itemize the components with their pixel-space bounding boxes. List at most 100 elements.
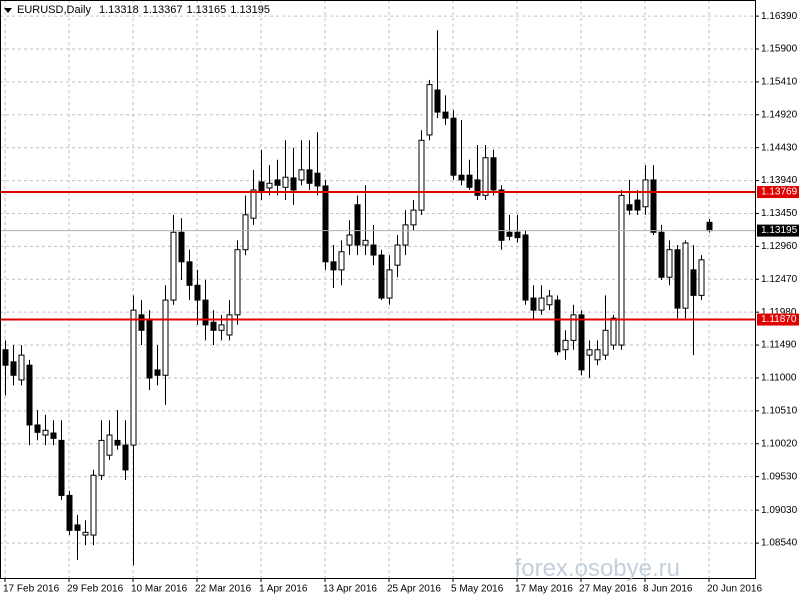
x-tick-label: 13 Apr 2016	[323, 584, 377, 595]
candle-body	[154, 369, 161, 376]
candle-body	[42, 429, 49, 436]
title-part: 1.13195	[230, 4, 270, 16]
candle-body	[626, 204, 633, 211]
y-tick-label: 1.13940	[761, 175, 798, 186]
candle-body	[370, 244, 377, 256]
candle-body	[426, 84, 433, 136]
candle-body	[346, 234, 353, 246]
candle-body	[82, 531, 89, 536]
y-tick-label: 1.10510	[761, 405, 798, 416]
candle-body	[322, 185, 329, 263]
y-tick-label: 1.15900	[761, 44, 798, 55]
y-tick-label: 1.11980	[761, 307, 797, 318]
candle-body	[258, 181, 265, 193]
candle-body	[482, 157, 489, 196]
menu-triangle[interactable]	[4, 8, 12, 13]
title-part: EURUSD,Daily	[17, 4, 91, 16]
candle-body	[618, 194, 625, 346]
candle-body	[66, 494, 73, 531]
candle-body	[642, 179, 649, 208]
candle-body	[114, 439, 121, 446]
candle-body	[50, 432, 57, 439]
x-tick-label: 25 Apr 2016	[387, 584, 441, 595]
candle-body	[2, 349, 9, 366]
candle-body	[610, 317, 617, 346]
candle-body	[450, 117, 457, 176]
x-tick-label: 5 May 2016	[451, 584, 504, 595]
x-tick-label: 1 Apr 2016	[259, 584, 308, 595]
candle-body	[562, 339, 569, 351]
candle-body	[402, 224, 409, 246]
candle-body	[250, 189, 257, 219]
candle-body	[98, 439, 105, 476]
candle-body	[514, 231, 521, 239]
candle-body	[338, 251, 345, 271]
y-tick-label: 1.16390	[761, 11, 798, 22]
x-tick-label: 17 May 2016	[515, 584, 573, 595]
x-tick-label: 17 Feb 2016	[3, 584, 60, 595]
candle-body	[170, 231, 177, 301]
candle-body	[74, 524, 81, 531]
candle-body	[178, 231, 185, 263]
y-tick-label: 1.10020	[761, 438, 798, 449]
candle-body	[34, 424, 41, 433]
candle-body	[146, 319, 153, 379]
level-label: 1.11870	[761, 314, 797, 325]
level-box	[757, 186, 799, 199]
candle-body	[418, 139, 425, 211]
candle-body	[58, 439, 65, 496]
candle-body	[690, 269, 697, 296]
candle-body	[122, 444, 129, 471]
x-tick-label: 10 Mar 2016	[131, 584, 188, 595]
candle-body	[10, 361, 17, 376]
x-tick-label: 20 Jun 2016	[707, 584, 762, 595]
candle-body	[306, 169, 313, 184]
candle-body	[554, 299, 561, 353]
candle-body	[242, 214, 249, 251]
y-tick-label: 1.08540	[761, 538, 798, 549]
candle-body	[90, 474, 97, 536]
candle-body	[682, 242, 689, 309]
candle-body	[18, 354, 25, 381]
y-tick-label: 1.11000	[761, 373, 797, 384]
candle-body	[466, 174, 473, 188]
last-price-box	[757, 224, 799, 237]
candle-body	[386, 269, 393, 299]
candle-body	[434, 89, 441, 113]
plot-frame	[0, 0, 756, 579]
x-tick-label: 29 Feb 2016	[67, 584, 124, 595]
candle-body	[106, 434, 113, 456]
candle-body	[442, 111, 449, 119]
candle-body	[490, 157, 497, 191]
candle-body	[658, 231, 665, 278]
candle-body	[458, 174, 465, 181]
y-tick-label: 1.09030	[761, 505, 798, 516]
level-box	[757, 313, 799, 326]
candle-body	[290, 177, 297, 191]
candle-body	[354, 204, 361, 246]
y-tick-label: 1.11490	[761, 340, 797, 351]
watermark: forex.osobye.ru	[515, 555, 680, 582]
candle-body	[218, 324, 225, 331]
candle-body	[162, 299, 169, 376]
candle-body	[274, 179, 281, 186]
y-tick-label: 1.14920	[761, 109, 798, 120]
x-tick-label: 8 Jun 2016	[643, 584, 693, 595]
y-tick-label: 1.12960	[761, 241, 798, 252]
candle-body	[546, 295, 553, 306]
candle-body	[266, 182, 273, 189]
chart-title: EURUSD,Daily 1.13318 1.13367 1.13165 1.13195	[17, 4, 270, 16]
title-part: 1.13367	[143, 4, 183, 16]
candle-body	[594, 349, 601, 361]
candle-body	[698, 259, 705, 296]
title-part: 1.13318	[99, 4, 139, 16]
overlay: 1.13195 1.13769 1.11870	[0, 186, 799, 326]
candle-body	[410, 209, 417, 226]
candle-body	[650, 179, 657, 233]
candle-body	[226, 314, 233, 336]
candle-body	[186, 261, 193, 286]
x-tick-label: 22 Mar 2016	[195, 584, 252, 595]
